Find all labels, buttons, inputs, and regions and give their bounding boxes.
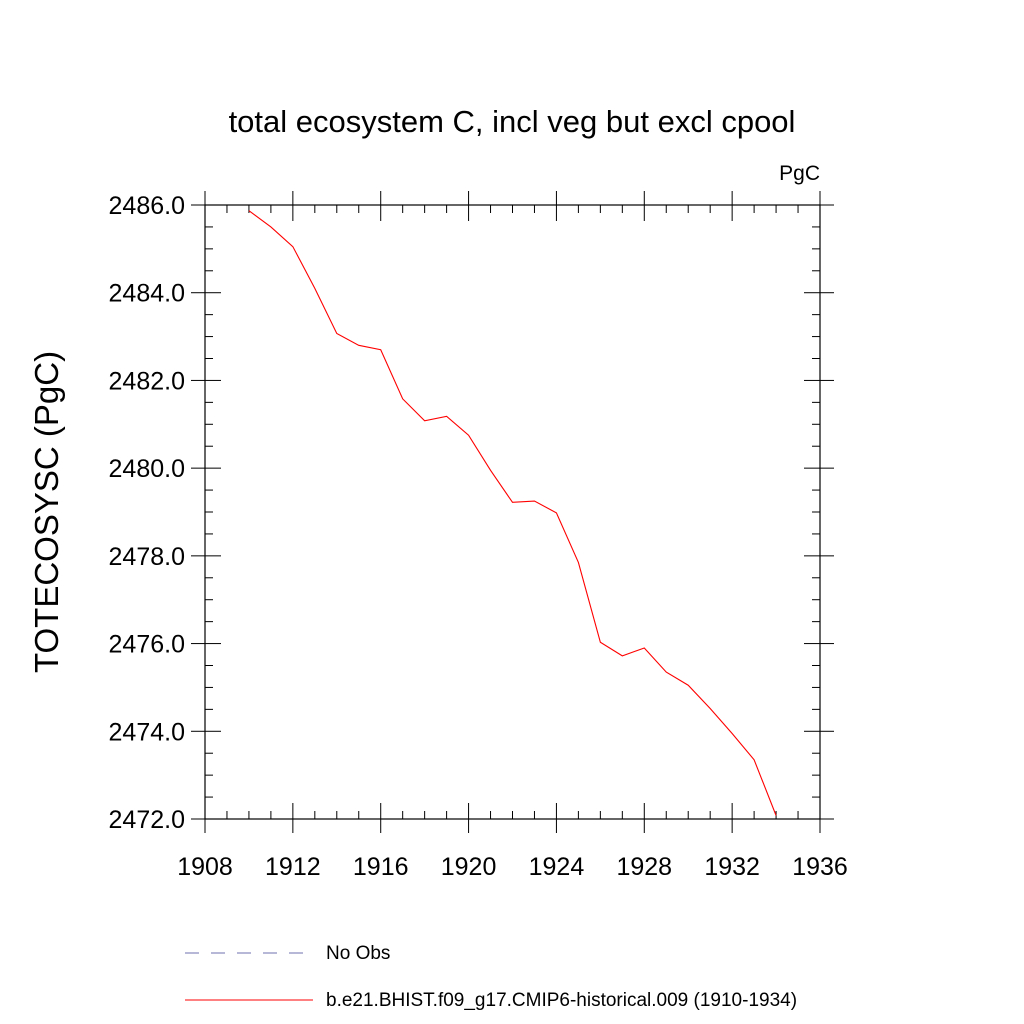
x-tick-label: 1912 xyxy=(265,853,321,881)
y-tick-label: 2472.0 xyxy=(109,806,185,834)
series-line xyxy=(248,210,777,816)
x-tick-label: 1924 xyxy=(529,853,585,881)
x-tick-label: 1908 xyxy=(177,853,233,881)
y-axis-label: TOTECOSYSC (PgC) xyxy=(28,351,65,673)
legend: No Obs b.e21.BHIST.f09_g17.CMIP6-histori… xyxy=(185,943,797,1011)
y-tick-label: 2476.0 xyxy=(109,631,185,659)
y-tick-label: 2486.0 xyxy=(109,192,185,220)
x-tick-label: 1916 xyxy=(353,853,409,881)
series-group xyxy=(248,210,777,816)
x-tick-label: 1932 xyxy=(704,853,760,881)
y-tick-label: 2482.0 xyxy=(109,367,185,395)
y-tick-label: 2478.0 xyxy=(109,543,185,571)
chart-title: total ecosystem C, incl veg but excl cpo… xyxy=(229,104,796,139)
units-label: PgC xyxy=(779,162,820,185)
x-tick-label: 1920 xyxy=(441,853,497,881)
x-tick-label: 1936 xyxy=(792,853,848,881)
x-ticks: 1908 1912 1916 1920 1924 1928 1932 1936 xyxy=(177,191,848,881)
legend-label-model: b.e21.BHIST.f09_g17.CMIP6-historical.009… xyxy=(326,990,797,1011)
y-tick-label: 2480.0 xyxy=(109,455,185,483)
plot-frame xyxy=(204,204,821,820)
x-tick-label: 1928 xyxy=(616,853,672,881)
y-ticks: 2486.0 2484.0 2482.0 2480.0 2478.0 2476.0 2474… xyxy=(109,192,834,834)
legend-label-no-obs: No Obs xyxy=(326,943,390,964)
y-tick-label: 2474.0 xyxy=(109,718,185,746)
y-tick-label: 2484.0 xyxy=(109,280,185,308)
